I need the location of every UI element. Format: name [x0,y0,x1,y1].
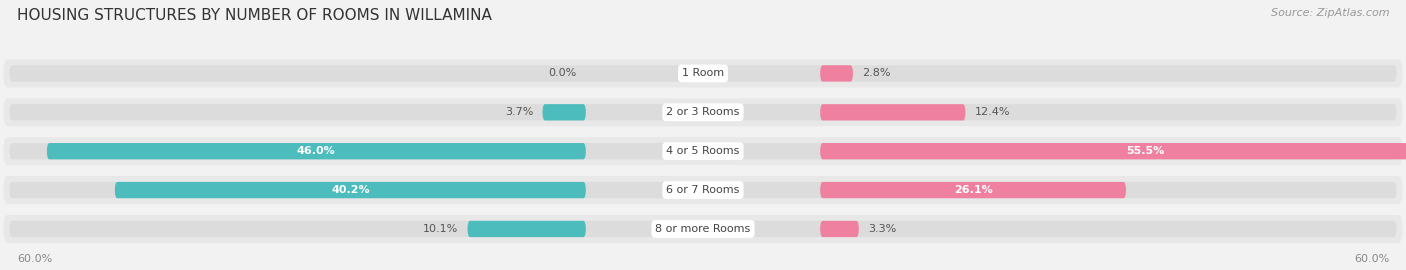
FancyBboxPatch shape [46,143,586,159]
Text: 6 or 7 Rooms: 6 or 7 Rooms [666,185,740,195]
FancyBboxPatch shape [10,104,1396,120]
Text: Source: ZipAtlas.com: Source: ZipAtlas.com [1271,8,1389,18]
FancyBboxPatch shape [3,137,1403,165]
Text: 60.0%: 60.0% [1354,254,1389,264]
Text: 12.4%: 12.4% [974,107,1011,117]
FancyBboxPatch shape [3,98,1403,126]
FancyBboxPatch shape [543,104,586,120]
FancyBboxPatch shape [115,182,586,198]
Text: 2.8%: 2.8% [862,68,891,79]
Text: 3.3%: 3.3% [869,224,897,234]
Text: HOUSING STRUCTURES BY NUMBER OF ROOMS IN WILLAMINA: HOUSING STRUCTURES BY NUMBER OF ROOMS IN… [17,8,492,23]
Text: 2 or 3 Rooms: 2 or 3 Rooms [666,107,740,117]
Text: 55.5%: 55.5% [1126,146,1164,156]
FancyBboxPatch shape [3,59,1403,87]
FancyBboxPatch shape [3,215,1403,243]
FancyBboxPatch shape [10,182,1396,198]
FancyBboxPatch shape [820,221,859,237]
Text: 8 or more Rooms: 8 or more Rooms [655,224,751,234]
Text: 10.1%: 10.1% [423,224,458,234]
FancyBboxPatch shape [467,221,586,237]
FancyBboxPatch shape [820,182,1126,198]
FancyBboxPatch shape [10,221,1396,237]
FancyBboxPatch shape [10,143,1396,159]
Text: 1 Room: 1 Room [682,68,724,79]
Text: 0.0%: 0.0% [548,68,576,79]
Text: 46.0%: 46.0% [297,146,336,156]
FancyBboxPatch shape [820,65,853,82]
Text: 3.7%: 3.7% [505,107,533,117]
FancyBboxPatch shape [820,143,1406,159]
FancyBboxPatch shape [820,104,966,120]
Text: 4 or 5 Rooms: 4 or 5 Rooms [666,146,740,156]
Text: 60.0%: 60.0% [17,254,52,264]
FancyBboxPatch shape [3,176,1403,204]
Text: 40.2%: 40.2% [330,185,370,195]
Text: 26.1%: 26.1% [953,185,993,195]
FancyBboxPatch shape [10,65,1396,82]
